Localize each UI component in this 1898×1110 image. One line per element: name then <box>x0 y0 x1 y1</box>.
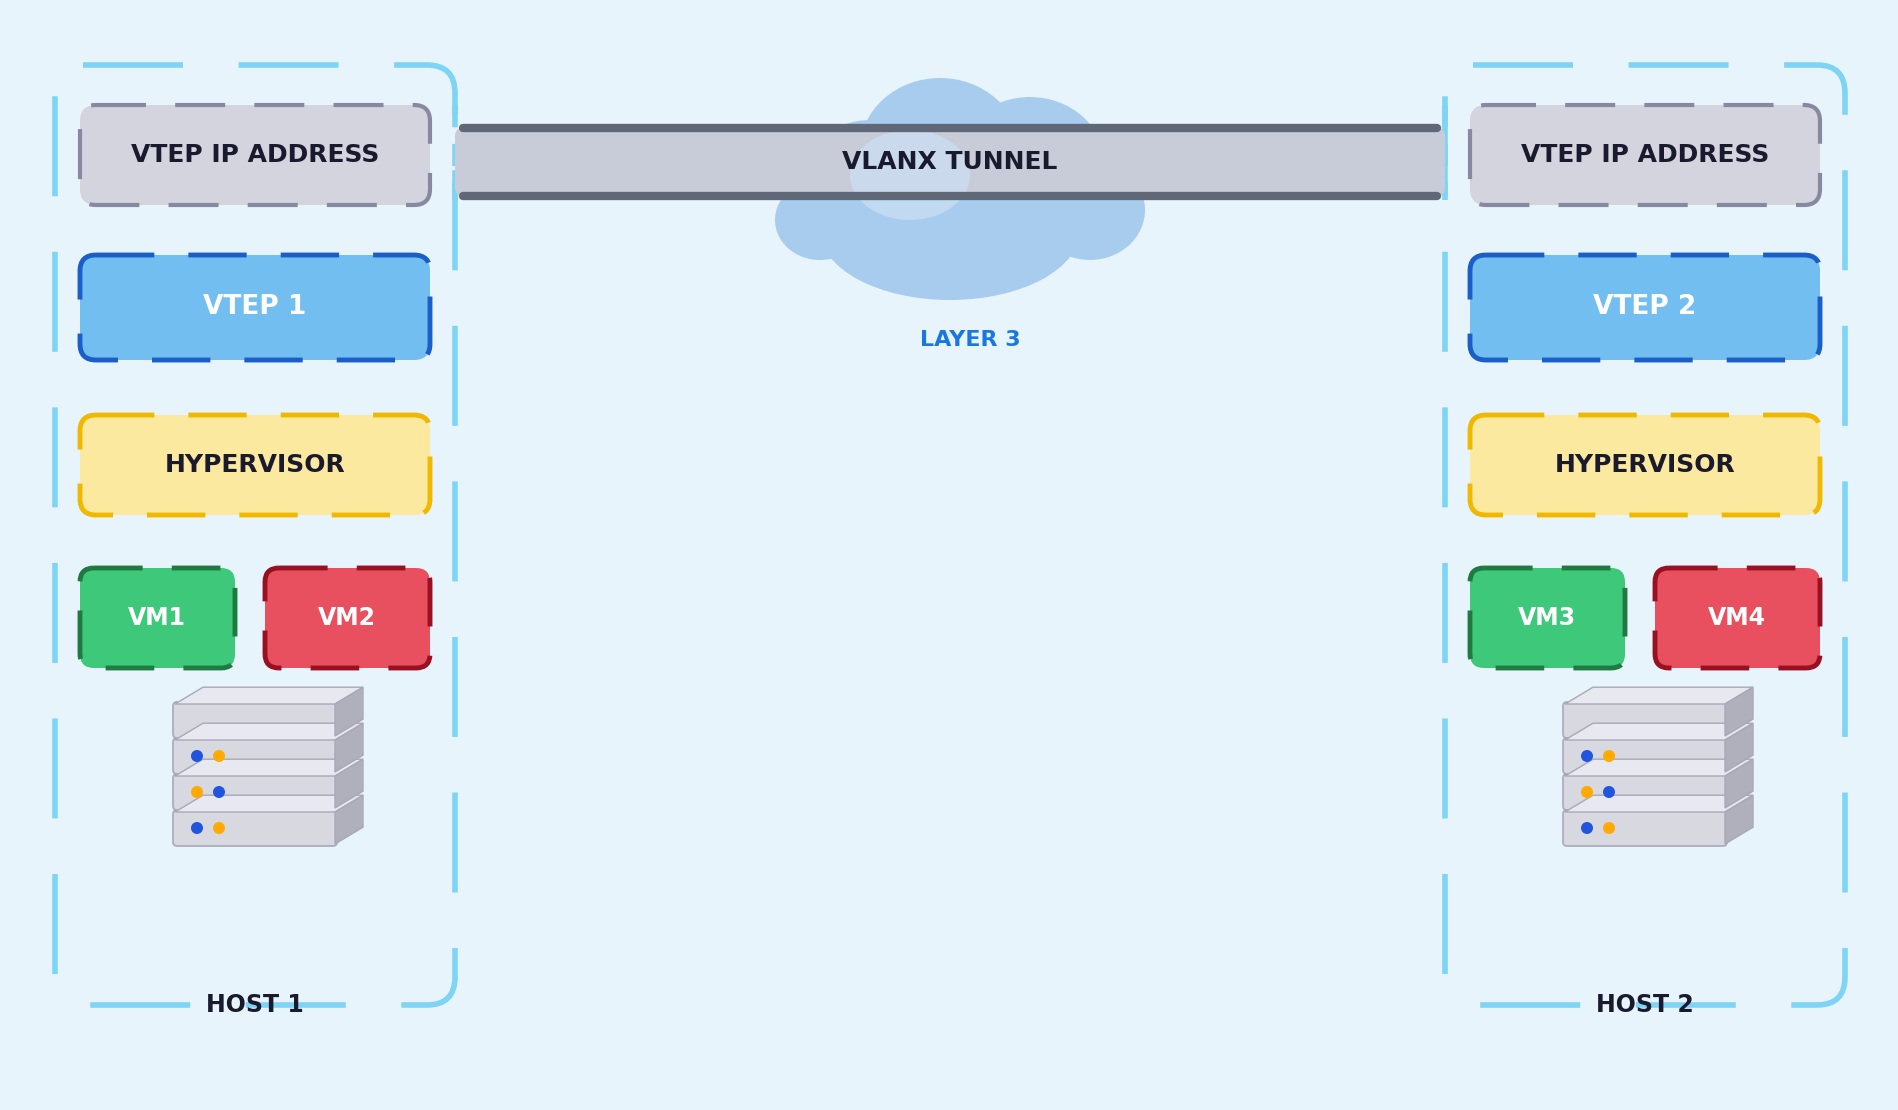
FancyBboxPatch shape <box>1562 702 1725 738</box>
Polygon shape <box>175 795 363 813</box>
Polygon shape <box>1564 795 1752 813</box>
Polygon shape <box>1564 687 1752 704</box>
FancyBboxPatch shape <box>1562 810 1725 846</box>
FancyBboxPatch shape <box>266 568 429 668</box>
Polygon shape <box>1723 687 1752 736</box>
Polygon shape <box>334 687 363 736</box>
Circle shape <box>213 750 224 761</box>
FancyBboxPatch shape <box>80 255 429 360</box>
Text: VM3: VM3 <box>1517 606 1575 630</box>
Circle shape <box>1602 823 1613 834</box>
Text: VM2: VM2 <box>317 606 376 630</box>
Polygon shape <box>334 724 363 771</box>
Circle shape <box>1602 750 1613 761</box>
FancyBboxPatch shape <box>80 415 429 515</box>
Circle shape <box>1581 823 1592 834</box>
Ellipse shape <box>955 97 1105 233</box>
Text: VM1: VM1 <box>127 606 186 630</box>
Polygon shape <box>334 759 363 808</box>
Ellipse shape <box>799 120 940 250</box>
Polygon shape <box>1723 759 1752 808</box>
Text: VTEP IP ADDRESS: VTEP IP ADDRESS <box>1520 143 1769 166</box>
Polygon shape <box>175 759 363 776</box>
Circle shape <box>213 786 224 798</box>
Circle shape <box>192 786 203 798</box>
FancyBboxPatch shape <box>173 702 336 738</box>
FancyBboxPatch shape <box>80 568 235 668</box>
Circle shape <box>1581 786 1592 798</box>
Circle shape <box>213 823 224 834</box>
Polygon shape <box>334 795 363 844</box>
Text: VTEP 2: VTEP 2 <box>1592 294 1695 320</box>
FancyBboxPatch shape <box>173 810 336 846</box>
FancyBboxPatch shape <box>1562 738 1725 774</box>
Text: HYPERVISOR: HYPERVISOR <box>1554 453 1735 477</box>
Circle shape <box>192 823 203 834</box>
Polygon shape <box>175 687 363 704</box>
Text: HOST 1: HOST 1 <box>207 993 304 1017</box>
FancyBboxPatch shape <box>1469 415 1818 515</box>
Polygon shape <box>1723 724 1752 771</box>
Text: HYPERVISOR: HYPERVISOR <box>165 453 345 477</box>
FancyBboxPatch shape <box>1562 774 1725 810</box>
Ellipse shape <box>850 130 970 220</box>
FancyBboxPatch shape <box>1469 568 1625 668</box>
FancyBboxPatch shape <box>1469 105 1818 205</box>
Polygon shape <box>1723 795 1752 844</box>
Ellipse shape <box>860 78 1019 222</box>
Circle shape <box>1581 750 1592 761</box>
Text: HOST 2: HOST 2 <box>1596 993 1693 1017</box>
FancyBboxPatch shape <box>173 774 336 810</box>
FancyBboxPatch shape <box>80 105 429 205</box>
FancyBboxPatch shape <box>173 738 336 774</box>
Text: LAYER 3: LAYER 3 <box>919 330 1019 350</box>
FancyBboxPatch shape <box>1655 568 1818 668</box>
Polygon shape <box>1564 759 1752 776</box>
Text: VTEP 1: VTEP 1 <box>203 294 306 320</box>
Text: VTEP IP ADDRESS: VTEP IP ADDRESS <box>131 143 380 166</box>
Ellipse shape <box>1034 160 1144 260</box>
Text: VLANX TUNNEL: VLANX TUNNEL <box>843 150 1057 174</box>
FancyBboxPatch shape <box>1469 255 1818 360</box>
Ellipse shape <box>820 160 1080 300</box>
Ellipse shape <box>774 180 865 260</box>
FancyBboxPatch shape <box>456 128 1444 196</box>
Polygon shape <box>175 724 363 740</box>
Text: VM4: VM4 <box>1706 606 1765 630</box>
Polygon shape <box>1564 724 1752 740</box>
Circle shape <box>192 750 203 761</box>
Circle shape <box>1602 786 1613 798</box>
